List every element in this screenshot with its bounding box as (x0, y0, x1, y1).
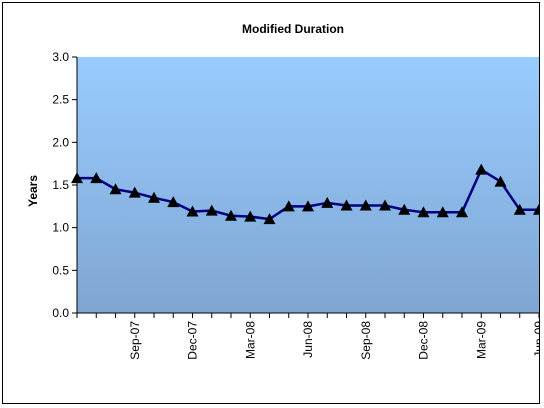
data-point (244, 210, 257, 222)
x-tick-label: Jun-08 (301, 321, 315, 358)
data-point (205, 204, 218, 216)
data-point (398, 203, 411, 215)
y-tick-label: 2.5 (52, 93, 69, 107)
data-point (533, 203, 539, 215)
data-point (109, 183, 122, 195)
y-tick-label: 0.5 (52, 263, 69, 277)
data-point (475, 163, 488, 175)
data-point (282, 200, 295, 212)
y-tick-label: 3.0 (52, 50, 69, 64)
x-tick-label: Sep-08 (359, 321, 373, 360)
plot-area (77, 57, 539, 313)
y-tick-label: 2.0 (52, 135, 69, 149)
chart-frame: Modified Duration 0.0 0.5 1.0 1.5 2.0 2.5 3.0 … (2, 2, 540, 404)
data-point (71, 172, 83, 184)
line-chart: Modified Duration 0.00.51.01.52.02.53.0 … (26, 22, 539, 360)
x-tick-label: Jun-09 (532, 321, 539, 358)
chart-title: Modified Duration (242, 22, 344, 36)
data-point (321, 196, 334, 208)
data-point (417, 206, 430, 218)
y-tick-label: 0.0 (52, 306, 69, 320)
data-point (148, 191, 160, 203)
series-group (71, 163, 539, 225)
y-axis: 0.0 0.5 1.0 1.5 2.0 2.5 3.0 (52, 50, 78, 320)
x-tick-label: Mar-08 (243, 321, 257, 359)
data-point (128, 186, 141, 198)
data-point (263, 213, 276, 225)
data-point (90, 172, 103, 184)
data-point (167, 196, 180, 208)
y-axis-label: Years (26, 175, 40, 207)
data-point (436, 206, 449, 218)
y-tick-label: 1.0 (52, 221, 69, 235)
data-point (494, 175, 507, 187)
data-point (340, 199, 353, 211)
x-tick-label: Dec-07 (186, 321, 200, 360)
data-point (513, 203, 526, 215)
y-tick-label: 1.5 (52, 178, 69, 192)
x-axis: Sep-07 Dec-07 Mar-08 Jun-08 Sep-08 Dec-08 Mar-… (76, 312, 539, 360)
data-point (186, 205, 199, 217)
x-tick-label: Mar-09 (474, 321, 488, 359)
data-point (379, 199, 391, 211)
data-point (456, 206, 468, 218)
x-tick-label: Dec-08 (417, 321, 431, 360)
x-tick-label: Sep-07 (128, 321, 142, 360)
data-point (225, 209, 237, 221)
data-point (359, 199, 372, 211)
data-point (302, 200, 314, 212)
